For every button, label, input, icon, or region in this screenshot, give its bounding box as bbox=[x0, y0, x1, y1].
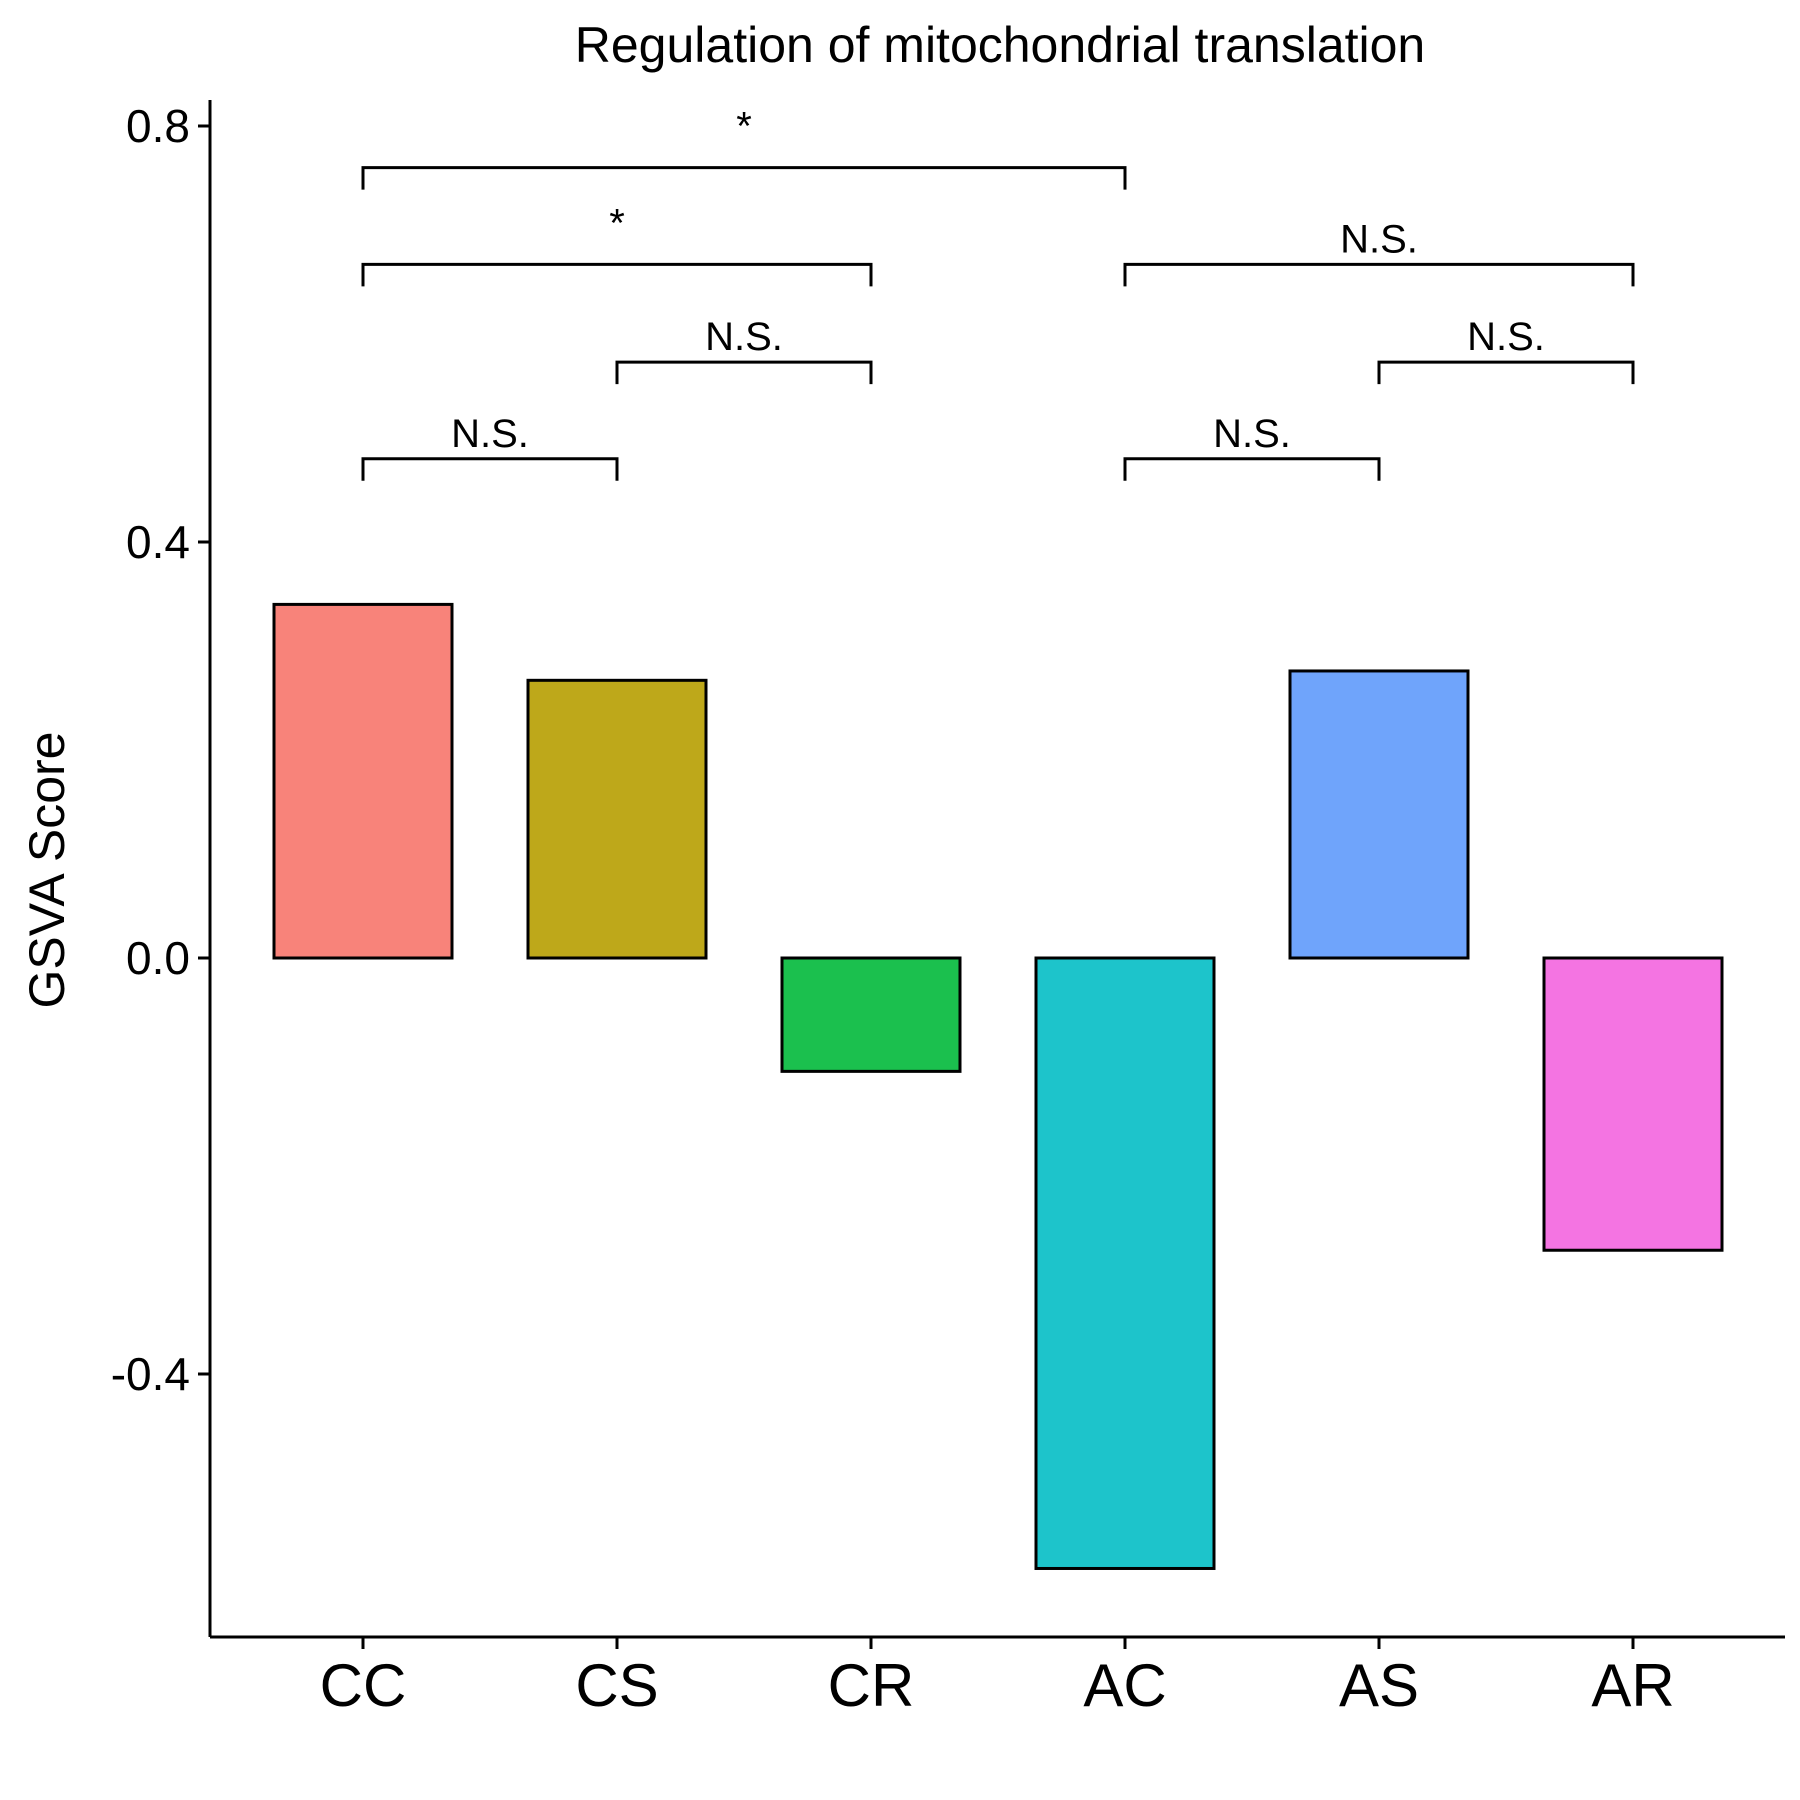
y-tick-label: 0.4 bbox=[126, 516, 190, 568]
chart-title: Regulation of mitochondrial translation bbox=[575, 17, 1426, 73]
significance-bracket bbox=[361, 457, 619, 481]
significance-bracket bbox=[361, 262, 873, 287]
significance-label: * bbox=[609, 201, 625, 245]
y-tick-label: 0.0 bbox=[126, 932, 190, 984]
bar-cr bbox=[780, 956, 962, 1073]
significance-label: N.S. bbox=[1213, 412, 1291, 456]
x-tick-label: AS bbox=[1339, 1652, 1419, 1719]
bar-as bbox=[1288, 669, 1470, 960]
significance-bracket bbox=[1123, 457, 1381, 481]
significance-bracket bbox=[361, 166, 1127, 190]
x-tick-label: AC bbox=[1083, 1652, 1166, 1719]
bar-ar bbox=[1542, 956, 1724, 1252]
plot-area: -0.4 0.0 0.4 0.8 CC CS CR AC AS AR N.S. N.S. * * N.S. N… bbox=[111, 100, 1785, 1719]
y-tick-label: -0.4 bbox=[111, 1348, 190, 1400]
bar-cc bbox=[272, 602, 454, 960]
significance-label: N.S. bbox=[451, 412, 529, 456]
y-tick-label: 0.8 bbox=[126, 100, 190, 152]
x-tick-label: CR bbox=[828, 1652, 915, 1719]
significance-label: N.S. bbox=[1467, 315, 1545, 359]
significance-label: N.S. bbox=[1340, 217, 1418, 261]
significance-label: N.S. bbox=[705, 315, 783, 359]
significance-label: * bbox=[736, 105, 752, 149]
significance-bracket bbox=[1123, 262, 1635, 287]
x-tick-label: AR bbox=[1591, 1652, 1674, 1719]
x-tick-label: CS bbox=[575, 1652, 658, 1719]
x-tick-label: CC bbox=[320, 1652, 407, 1719]
significance-bracket bbox=[615, 360, 873, 385]
bar-cs bbox=[526, 678, 708, 960]
y-axis-label: GSVA Score bbox=[19, 732, 75, 1009]
bar-ac bbox=[1034, 956, 1216, 1570]
significance-bracket bbox=[1377, 360, 1635, 385]
